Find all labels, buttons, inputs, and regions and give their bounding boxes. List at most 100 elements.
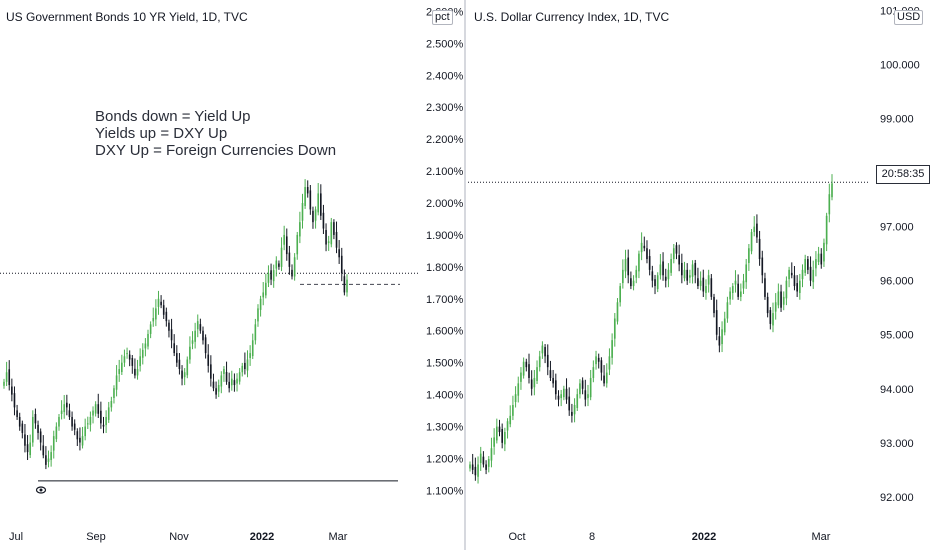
- candle-body: [820, 253, 823, 265]
- x-tick-label: 2022: [692, 531, 716, 543]
- candle-body: [94, 404, 97, 414]
- candle-body: [506, 421, 509, 431]
- candle-body: [5, 372, 8, 382]
- candle-body: [178, 359, 181, 370]
- candle-body: [60, 410, 63, 414]
- candle-body: [664, 276, 667, 281]
- candle-body: [225, 372, 228, 382]
- candle-body: [73, 423, 76, 430]
- y-tick-label: 2.200%: [426, 134, 464, 146]
- candle-body: [346, 279, 348, 293]
- candle-body: [267, 273, 270, 283]
- candle-body: [764, 278, 766, 297]
- candle-body: [721, 329, 723, 345]
- candle-body: [723, 318, 726, 333]
- candle-body: [509, 415, 512, 425]
- candle-body: [715, 310, 718, 335]
- candle-body: [563, 388, 565, 398]
- candle-body: [322, 212, 325, 229]
- candle-body: [86, 423, 89, 425]
- y-tick-label: 1.700%: [426, 294, 464, 306]
- candle-body: [479, 453, 482, 463]
- candle-body: [748, 248, 750, 263]
- panel-divider[interactable]: [464, 0, 466, 550]
- candle-body: [306, 187, 309, 194]
- left-unit-label: pct: [432, 10, 453, 25]
- candle-body: [681, 262, 683, 276]
- candle-body: [31, 416, 34, 443]
- candle-body: [766, 296, 769, 314]
- candle-body: [648, 256, 651, 270]
- candle-body: [801, 269, 804, 280]
- candle-body: [815, 259, 817, 269]
- candle-body: [525, 361, 528, 368]
- candle-body: [165, 311, 168, 322]
- candle-body: [675, 245, 678, 254]
- candle-body: [288, 252, 291, 267]
- candle-body: [622, 269, 624, 284]
- candle-body: [92, 410, 94, 416]
- y-tick-label: 1.600%: [426, 326, 464, 338]
- candle-body: [212, 381, 215, 389]
- candle-body: [330, 222, 333, 245]
- candle-body: [554, 380, 557, 395]
- candle-body: [573, 405, 576, 415]
- candle-body: [29, 442, 31, 456]
- y-tick-label: 2.300%: [426, 102, 464, 114]
- candle-body: [3, 381, 5, 386]
- candle-body: [102, 424, 105, 427]
- candle-body: [110, 401, 113, 408]
- candle-body: [149, 324, 152, 334]
- y-tick-label: 94.000: [880, 384, 914, 396]
- candle-body: [777, 291, 780, 306]
- candle-body: [659, 264, 662, 276]
- candle-body: [587, 394, 589, 399]
- candle-body: [758, 238, 761, 260]
- left-chart-title: US Government Bonds 10 YR Yield, 1D, TVC: [6, 10, 248, 24]
- candle-body: [309, 190, 312, 210]
- candle-body: [514, 394, 517, 402]
- candle-body: [643, 245, 646, 249]
- candle-body: [170, 329, 173, 341]
- candle-body: [134, 368, 136, 376]
- candle-body: [761, 257, 764, 276]
- candle-body: [79, 437, 81, 443]
- candle-body: [482, 456, 485, 465]
- candle-body: [533, 377, 536, 388]
- candle-body: [293, 257, 296, 277]
- candle-body: [788, 269, 790, 280]
- candle-body: [705, 286, 707, 293]
- candle-body: [831, 183, 833, 198]
- candle-body: [753, 226, 756, 233]
- y-tick-label: 2.000%: [426, 198, 464, 210]
- y-tick-label: 1.500%: [426, 358, 464, 370]
- candle-body: [58, 416, 60, 427]
- eye-icon[interactable]: [35, 486, 47, 494]
- candle-body: [678, 255, 680, 265]
- candle-body: [84, 426, 86, 437]
- candle-body: [485, 464, 487, 470]
- candle-body: [126, 353, 128, 355]
- y-tick-label: 1.200%: [426, 453, 464, 465]
- candle-body: [71, 416, 73, 427]
- candle-body: [750, 232, 753, 252]
- candle-body: [474, 466, 477, 476]
- candle-body: [651, 271, 654, 281]
- x-tick-label: 8: [589, 531, 595, 543]
- candle-body: [42, 445, 45, 456]
- candle-body: [223, 369, 225, 374]
- candle-body: [699, 280, 702, 287]
- candle-body: [656, 275, 659, 290]
- candle-body: [541, 345, 544, 354]
- candle-body: [37, 424, 39, 433]
- candle-body: [34, 413, 37, 424]
- candle-body: [270, 270, 272, 280]
- candle-body: [568, 396, 571, 411]
- candle-body: [76, 431, 79, 440]
- candle-body: [737, 283, 739, 297]
- candle-body: [584, 390, 587, 400]
- candle-body: [81, 436, 84, 446]
- candle-body: [809, 266, 812, 281]
- candle-body: [667, 269, 670, 280]
- candle-body: [493, 437, 495, 447]
